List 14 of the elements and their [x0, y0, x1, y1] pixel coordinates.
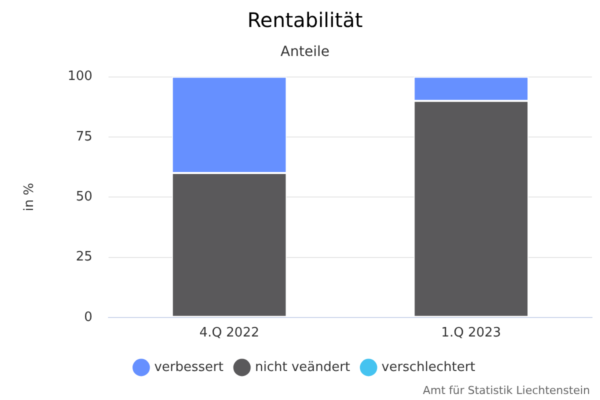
y-tick-label: 25: [76, 250, 92, 265]
y-tick-label: 100: [68, 69, 92, 84]
y-axis-title: in %: [22, 182, 38, 212]
x-tick-label: 4.Q 2022: [199, 326, 260, 341]
text: Amt für Statistik Liechtenstein: [422, 384, 590, 397]
legend-label: nicht veändert: [254, 360, 350, 375]
y-tick-label: 75: [76, 129, 92, 144]
chart-title: Rentabilität: [247, 8, 363, 32]
legend-label: verbessert: [154, 360, 224, 375]
y-tick-label: 50: [76, 189, 92, 204]
y-tick-label: 0: [84, 310, 92, 325]
x-tick-label: 1.Q 2023: [441, 326, 502, 341]
legend-label: verschlechtert: [382, 360, 476, 375]
chart-subtitle: Anteile: [280, 44, 330, 60]
